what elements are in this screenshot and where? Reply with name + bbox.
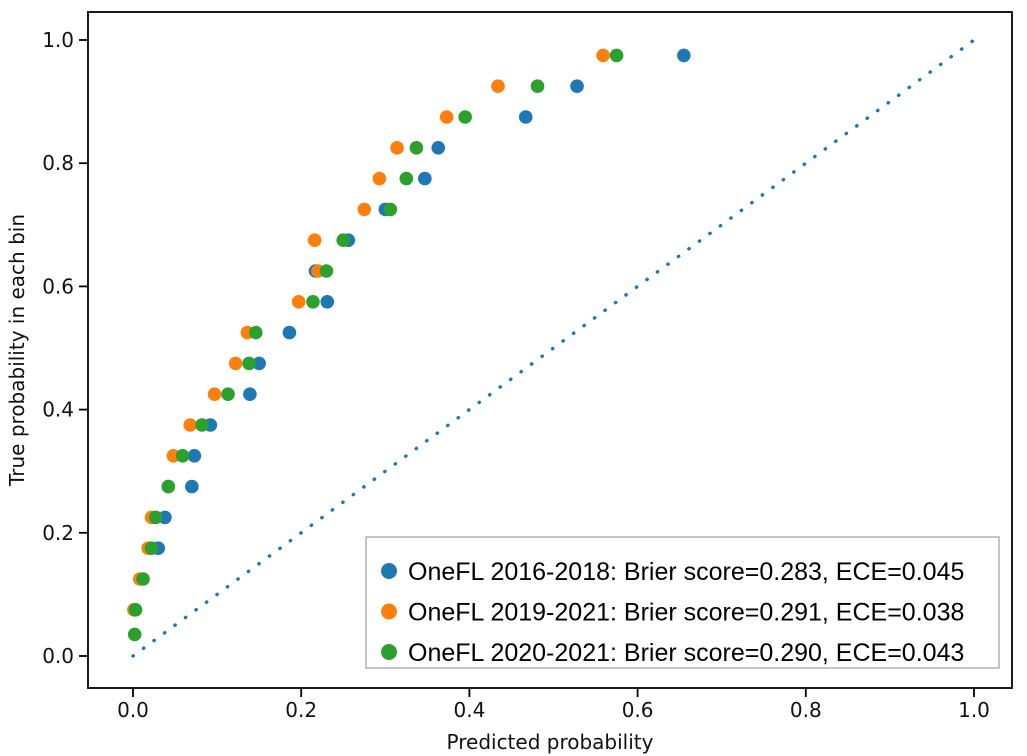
legend-marker [381,563,397,579]
data-point [319,264,334,278]
x-tick-label: 0.2 [285,698,317,722]
data-point [183,418,197,432]
perfect-calibration-line [131,38,976,658]
data-point [390,141,404,155]
data-point [431,141,446,155]
data-point [357,202,372,217]
x-tick-label: 0.8 [790,698,822,722]
data-point [252,356,266,371]
scatter-series-group [127,48,691,642]
x-tick-label: 1.0 [958,698,990,722]
legend-label: OneFL 2016-2018: Brier score=0.283, ECE=… [408,558,964,586]
data-point [282,325,297,340]
data-point [161,479,176,494]
data-point [243,387,257,402]
data-point [418,171,432,186]
legend-label: OneFL 2019-2021: Brier score=0.291, ECE=… [408,599,964,627]
legend: OneFL 2016-2018: Brier score=0.283, ECE=… [365,536,1000,669]
data-point [207,387,222,402]
legend-label: OneFL 2020-2021: Brier score=0.290, ECE=… [408,639,964,667]
data-point [409,141,424,155]
plot-border [87,11,1013,689]
data-point [596,48,610,63]
x-tick-label: 0.0 [117,698,149,722]
y-tick-label: 1.0 [42,28,74,52]
data-point [518,110,533,124]
data-point [372,171,387,186]
data-point [291,295,306,309]
y-tick-label: 0.2 [42,521,74,545]
data-point [148,510,163,525]
data-point [228,356,243,371]
reference-line-group [131,38,976,658]
y-tick-label: 0.6 [42,274,74,298]
legend-box [365,536,1000,669]
y-tick-label: 0.8 [42,151,74,175]
data-point [530,79,545,93]
data-point [144,541,159,555]
data-point [242,356,256,371]
y-tick-label: 0.0 [42,644,74,668]
data-point [127,627,142,642]
data-point [175,449,190,463]
data-point [187,449,202,463]
data-point [136,572,150,586]
legend-marker [381,644,397,660]
y-axis-ticks: 0.0 0.2 0.4 0.6 0.8 1.0 [42,28,88,668]
data-point [458,110,472,124]
data-point [128,603,143,617]
x-tick-label: 0.6 [622,698,654,722]
data-point [570,79,584,93]
data-point [677,48,691,63]
x-tick-label: 0.4 [453,698,485,722]
data-point [336,233,351,247]
data-point [195,418,209,432]
series-onefl-2016-2018 [151,48,691,555]
data-point [221,387,235,402]
data-point [307,233,322,247]
series-onefl-2020-2021 [127,48,624,642]
y-tick-label: 0.4 [42,398,74,422]
data-point [439,110,454,124]
data-point [383,202,398,217]
data-point [185,479,199,494]
data-point [306,295,320,309]
legend-marker [381,603,397,620]
x-axis-ticks: 0.0 0.2 0.4 0.6 0.8 1.0 [117,688,990,722]
y-axis-label: True probability in each bin [5,214,29,487]
data-point [248,325,263,340]
x-axis-label: Predicted probability [447,730,654,754]
data-point [399,171,414,186]
data-point [491,79,505,93]
data-point [320,295,335,309]
series-onefl-2019-2021 [127,48,610,617]
data-point [609,48,624,63]
